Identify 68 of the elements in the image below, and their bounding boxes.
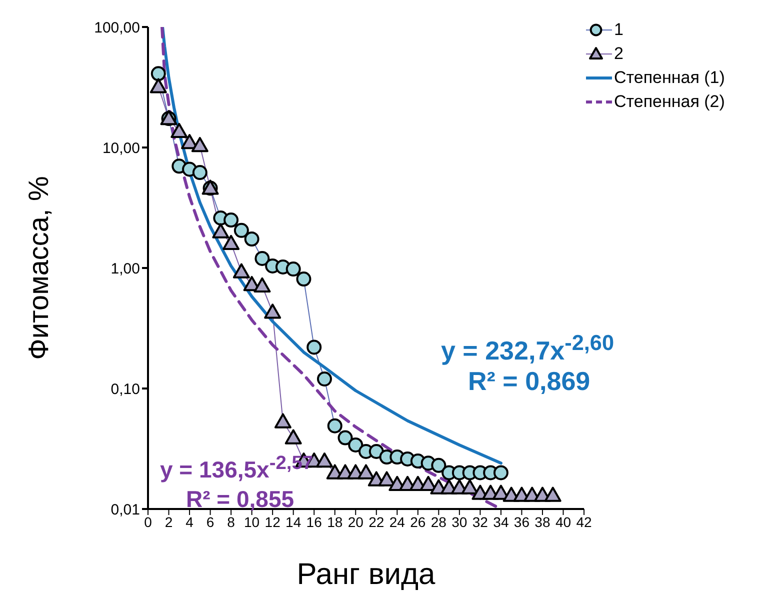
point xyxy=(368,444,384,460)
point xyxy=(244,232,260,247)
x-tick-label: 26 xyxy=(410,514,426,530)
point xyxy=(284,429,302,444)
point xyxy=(327,418,342,434)
x-tick-label: 22 xyxy=(368,514,384,530)
point xyxy=(306,340,322,355)
x-tick-label: 40 xyxy=(555,514,572,530)
point xyxy=(316,452,333,468)
annotation: y = 232,7x$^{-2,60}$ xyxy=(441,330,614,367)
point xyxy=(232,263,250,278)
x-axis-title: Ранг вида xyxy=(296,558,436,591)
point xyxy=(191,136,208,152)
point xyxy=(254,277,271,293)
x-tick-label: 8 xyxy=(227,514,236,530)
point xyxy=(286,262,301,277)
point xyxy=(431,458,446,473)
y-tick-label: 10,00 xyxy=(102,140,140,157)
point xyxy=(192,165,208,180)
x-tick-label: 18 xyxy=(327,514,343,530)
x-tick-label: 38 xyxy=(534,514,550,530)
point xyxy=(222,234,240,250)
point xyxy=(378,471,396,486)
point xyxy=(224,212,239,228)
x-tick-label: 2 xyxy=(164,514,173,530)
point xyxy=(461,479,478,494)
annotation: y = 136,5x$^{-2,57}$ xyxy=(160,453,314,484)
point xyxy=(296,272,312,287)
legend-label: Степенная (2) xyxy=(614,91,725,113)
point xyxy=(150,78,167,94)
x-tick-label: 28 xyxy=(430,514,447,530)
x-tick-label: 10 xyxy=(244,514,260,530)
x-tick-label: 6 xyxy=(206,514,214,530)
point xyxy=(544,486,562,502)
x-tick-label: 24 xyxy=(389,514,406,530)
x-tick-label: 32 xyxy=(472,514,488,530)
legend-label: Степенная (1) xyxy=(614,67,725,89)
x-tick-label: 36 xyxy=(514,514,530,530)
point xyxy=(338,430,353,446)
point xyxy=(274,413,292,428)
annotation: R² = 0,855 xyxy=(186,486,294,513)
y-tick-label: 100,00 xyxy=(94,19,140,36)
point xyxy=(316,371,332,386)
y-tick-label: 0,10 xyxy=(110,380,140,398)
x-tick-label: 4 xyxy=(186,514,194,530)
x-tick-label: 34 xyxy=(493,514,509,530)
legend-label: 1 xyxy=(614,19,624,41)
point xyxy=(348,437,364,452)
point xyxy=(264,304,282,319)
x-tick-label: 30 xyxy=(452,514,468,530)
point xyxy=(234,222,249,238)
x-tick-label: 20 xyxy=(348,514,364,530)
annotation: R² = 0,869 xyxy=(468,366,590,397)
point xyxy=(150,66,166,82)
x-tick-label: 14 xyxy=(286,514,302,530)
point xyxy=(170,122,188,138)
y-tick-label: 1,00 xyxy=(110,260,140,278)
legend-label: 2 xyxy=(614,43,624,65)
point xyxy=(493,465,508,480)
point xyxy=(254,250,270,266)
point xyxy=(212,223,230,238)
point xyxy=(358,464,374,480)
x-tick-label: 12 xyxy=(264,514,281,530)
y-tick-label: 0,01 xyxy=(110,501,140,518)
x-tick-label: 16 xyxy=(306,514,322,530)
x-tick-label: 0 xyxy=(144,514,152,530)
x-tick-label: 42 xyxy=(576,514,592,530)
y-axis-title: Фитомасса, % xyxy=(22,176,54,360)
